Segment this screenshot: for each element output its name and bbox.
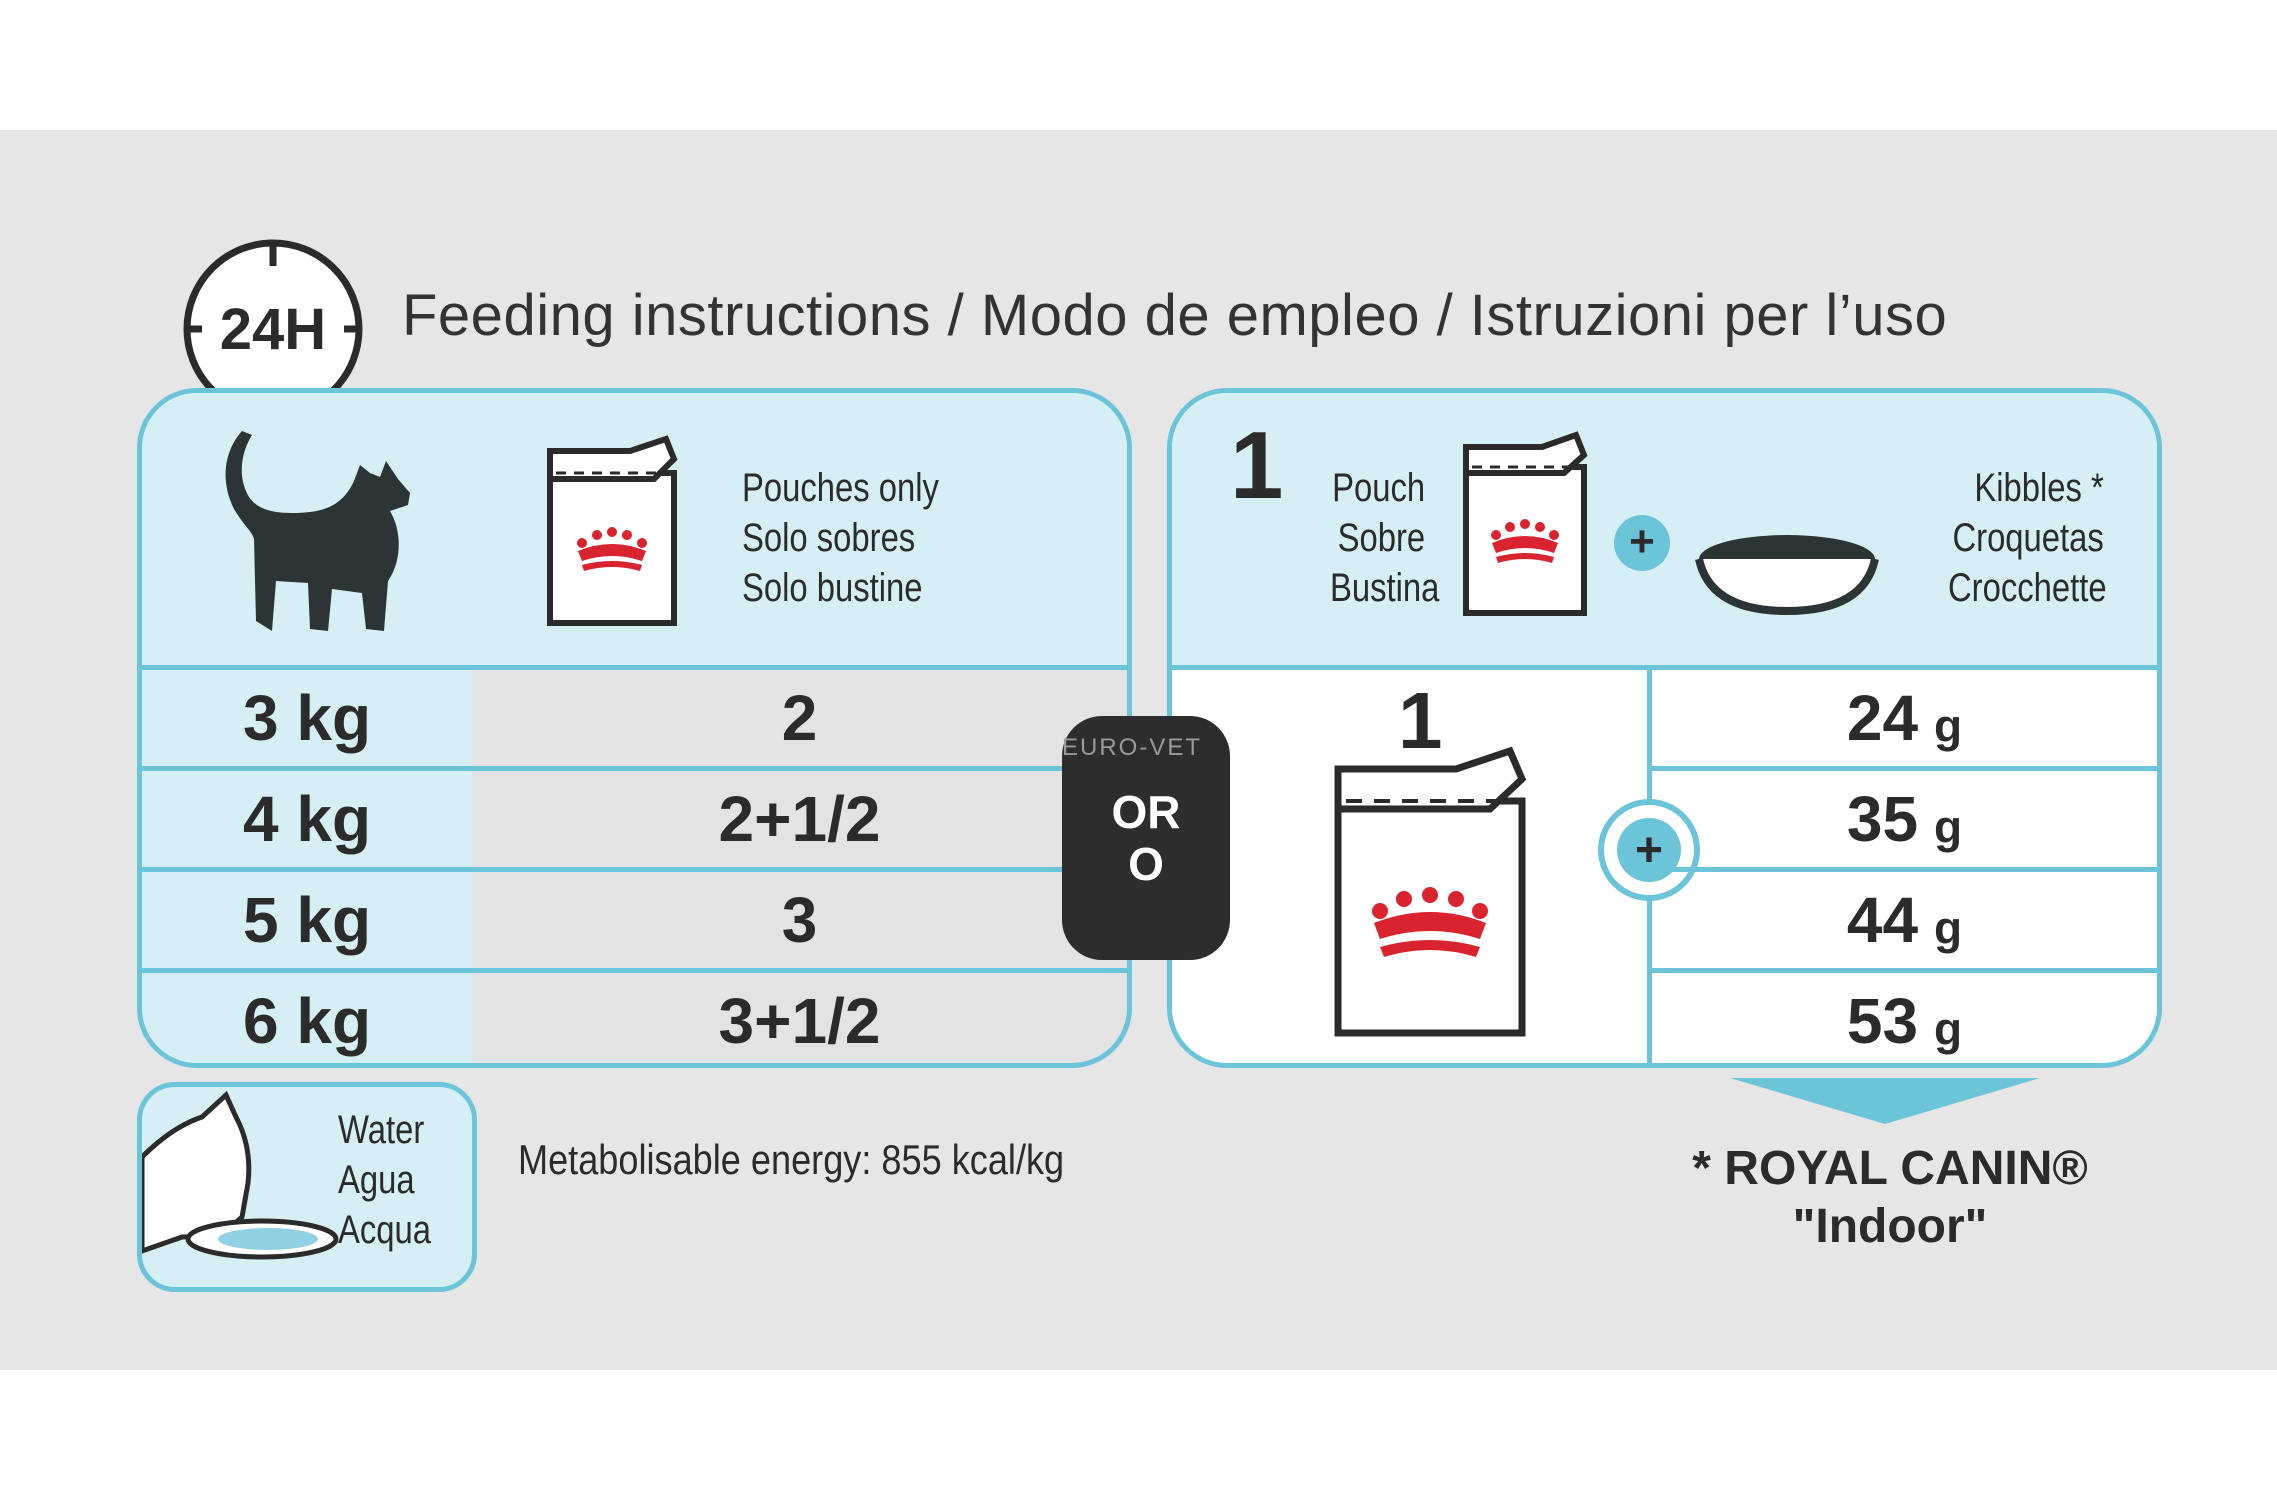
pouch-label: Pouch Sobre Bustina — [1330, 463, 1440, 613]
cat-weight: 3 kg — [142, 670, 472, 766]
grams-unit: g — [1934, 700, 1963, 752]
label-line: Crocchette — [1948, 566, 2107, 610]
table-row: 3 kg 2 — [142, 670, 1127, 766]
label-line: Solo sobres — [742, 516, 916, 560]
pouch-quantity: 2 — [781, 682, 818, 754]
label-line: Acqua — [338, 1208, 432, 1252]
water-cat-icon — [142, 1090, 339, 1260]
label-line: Pouch — [1332, 466, 1426, 510]
pouch-icon — [1334, 746, 1527, 1037]
plus-icon: + — [1614, 515, 1670, 571]
kibble-grams-row: 53 g — [1652, 973, 2157, 1063]
or-text: OR — [1111, 786, 1181, 838]
label-line: Sobre — [1337, 516, 1426, 560]
crown-logo — [577, 527, 647, 571]
pouches-only-label: Pouches only Solo sobres Solo bustine — [742, 463, 939, 613]
pouch-icon — [547, 435, 678, 626]
pouch-quantity: 2+1/2 — [718, 783, 881, 855]
label-line: Agua — [338, 1158, 415, 1202]
mixed-feeding-table: 1 Pouch Sobre Bustina + Kibbles * — [1167, 388, 2162, 1068]
cat-weight: 4 kg — [142, 771, 472, 867]
crown-logo — [1372, 887, 1488, 957]
plus-icon: + — [1598, 799, 1700, 901]
down-arrow-icon — [1730, 1078, 2040, 1124]
label-line: Kibbles * — [1974, 466, 2104, 510]
metabolisable-energy: Metabolisable energy: 855 kcal/kg — [518, 1136, 1065, 1183]
label-line: Pouches only — [742, 466, 939, 510]
kibble-grams-row: 44 g — [1652, 872, 2157, 968]
page-title: Feeding instructions / Modo de empleo / … — [402, 283, 1948, 348]
kibble-grams-row: 24 g — [1652, 670, 2157, 766]
cat-weight: 5 kg — [142, 872, 472, 968]
row-divider — [142, 766, 1127, 771]
grams-value: 53 — [1846, 985, 1919, 1057]
grams-unit: g — [1934, 801, 1963, 853]
cat-icon — [225, 431, 410, 631]
water-box: Water Agua Acqua — [137, 1082, 477, 1292]
crown-logo — [1491, 519, 1559, 563]
grams-unit: g — [1934, 902, 1963, 954]
clock-icon: 24H — [183, 239, 363, 419]
label-line: Bustina — [1330, 566, 1440, 610]
footnote-line: "Indoor" — [1792, 1200, 1988, 1253]
pouch-count: 1 — [1398, 676, 1443, 765]
pouch-icon — [1463, 431, 1588, 616]
row-divider — [1652, 766, 2157, 771]
right-table-header: 1 Pouch Sobre Bustina + Kibbles * — [1172, 393, 2157, 670]
grams-value: 35 — [1846, 783, 1919, 855]
watermark: EURO-VET — [1062, 734, 1203, 761]
row-divider — [1652, 867, 2157, 872]
pouch-quantity: 3 — [781, 884, 818, 956]
cat-weight: 6 kg — [142, 973, 472, 1063]
footnote-line: * ROYAL CANIN® — [1692, 1142, 2088, 1195]
or-text-es: O — [1128, 838, 1164, 890]
row-divider — [1652, 968, 2157, 973]
kibble-grams-row: 35 g — [1652, 771, 2157, 867]
label-line: Solo bustine — [742, 566, 923, 610]
bowl-icon — [1695, 535, 1879, 616]
grams-value: 44 — [1846, 884, 1919, 956]
clock-label: 24H — [220, 297, 326, 362]
plus-symbol: + — [1629, 517, 1655, 566]
water-label: Water Agua Acqua — [338, 1105, 431, 1255]
label-line: Water — [338, 1108, 425, 1152]
row-divider — [142, 867, 1127, 872]
table-row: 6 kg 3+1/2 — [142, 973, 1127, 1063]
row-divider — [142, 968, 1127, 973]
or-badge: OR O — [1062, 716, 1230, 960]
grams-unit: g — [1934, 1003, 1963, 1055]
grams-value: 24 — [1846, 682, 1919, 754]
kibbles-footnote: * ROYAL CANIN® "Indoor" — [1640, 1140, 2140, 1256]
pouch-quantity: 3+1/2 — [718, 985, 881, 1057]
pouch-count-header: 1 — [1230, 412, 1284, 519]
label-line: Croquetas — [1952, 516, 2104, 560]
table-row: 5 kg 3 — [142, 872, 1127, 968]
kibbles-label: Kibbles * Croquetas Crocchette — [1948, 463, 2107, 613]
table-row: 4 kg 2+1/2 — [142, 771, 1127, 867]
left-table-header: Pouches only Solo sobres Solo bustine — [142, 393, 1127, 670]
pouches-only-table: Pouches only Solo sobres Solo bustine 3 … — [137, 388, 1132, 1068]
